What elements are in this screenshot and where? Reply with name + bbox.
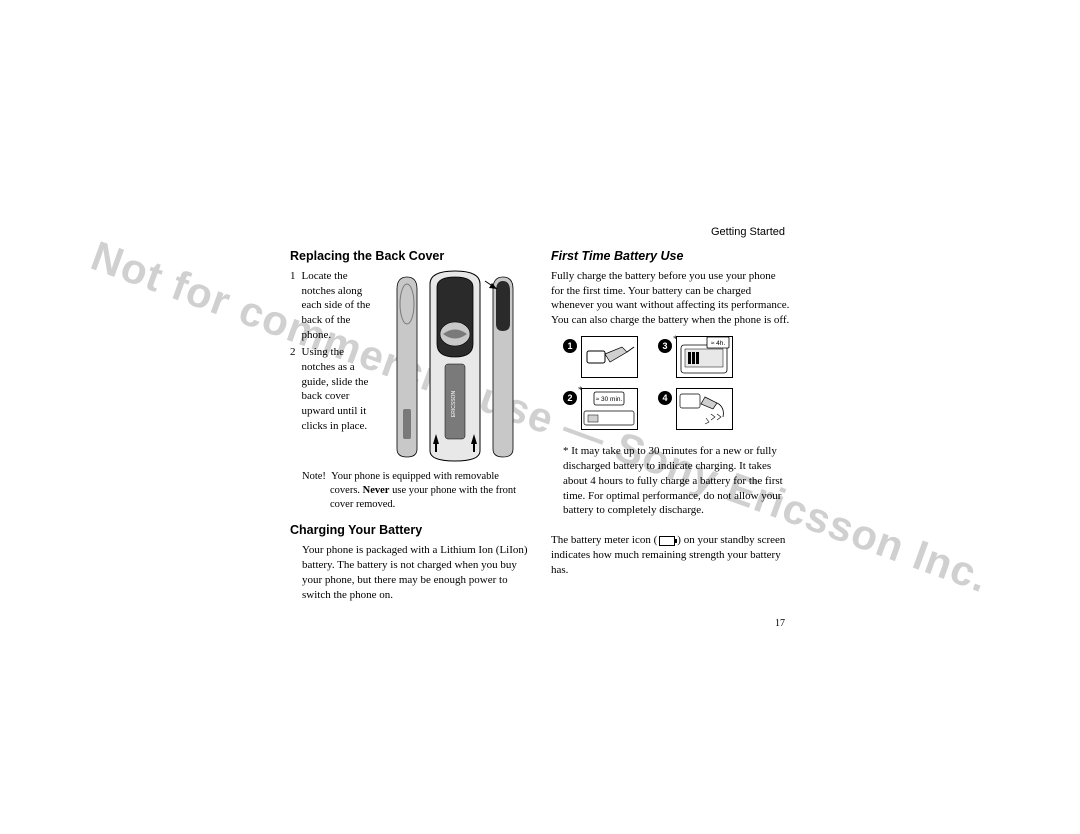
battery-meter-para: The battery meter icon () on your standb… [551, 533, 790, 578]
running-header: Getting Started [290, 225, 790, 240]
charger-plug-icon [582, 337, 637, 377]
diagram-step-4-number: 4 [658, 391, 672, 405]
replacing-block: 1 Locate the notches along each side of … [290, 269, 529, 464]
heading-charging-battery: Charging Your Battery [290, 522, 529, 539]
label-30min: ≈ 30 min. [596, 396, 623, 403]
step-1-text: Locate the notches along each side of th… [302, 269, 376, 343]
diagram-cell-1 [581, 336, 638, 378]
diagram-step-2-number: 2 [563, 391, 577, 405]
unplug-icon [677, 389, 732, 429]
left-column: Replacing the Back Cover 1 Locate the no… [290, 248, 529, 603]
phone-30min-icon: ≈ 30 min. [582, 389, 637, 429]
label-4h: ≈ 4h. [711, 340, 726, 347]
page-number: 17 [290, 617, 790, 631]
charging-diagram: 1 2 * ≈ 30 min. [563, 336, 743, 436]
meter-text-1: The battery meter icon ( [551, 534, 657, 546]
step-1-number: 1 [290, 269, 296, 343]
note-block: Note! Your phone is equipped with remova… [290, 470, 529, 513]
diagram-cell-3: ≈ 4h. [676, 336, 733, 378]
heading-replacing-back-cover: Replacing the Back Cover [290, 248, 529, 265]
manual-page: Getting Started Replacing the Back Cover… [290, 225, 790, 631]
battery-meter-icon [659, 536, 675, 546]
charging-body-text: Your phone is packaged with a Lithium Io… [290, 543, 529, 602]
diagram-step-1-number: 1 [563, 339, 577, 353]
two-column-layout: Replacing the Back Cover 1 Locate the no… [290, 248, 790, 603]
phone-4h-icon: ≈ 4h. [677, 337, 732, 377]
diagram-cell-4 [676, 388, 733, 430]
step-2-number: 2 [290, 345, 296, 434]
note-label: Note! [302, 471, 326, 482]
heading-first-time-battery: First Time Battery Use [551, 248, 790, 265]
step-1: 1 Locate the notches along each side of … [290, 269, 375, 343]
diagram-step-3-number: 3 [658, 339, 672, 353]
footnote-para: * It may take up to 30 minutes for a new… [551, 444, 790, 518]
phone-back-cover-svg: ERICSSON [385, 269, 525, 464]
replacing-steps-text: 1 Locate the notches along each side of … [290, 269, 375, 464]
note-bold-never: Never [363, 485, 390, 496]
step-2: 2 Using the notches as a guide, slide th… [290, 345, 375, 434]
phone-brand-label: ERICSSON [451, 390, 457, 417]
first-time-para: Fully charge the battery before you use … [551, 269, 790, 328]
diagram-cell-2: ≈ 30 min. [581, 388, 638, 430]
step-2-text: Using the notches as a guide, slide the … [302, 345, 376, 434]
right-column: First Time Battery Use Fully charge the … [551, 248, 790, 603]
phone-illustration: ERICSSON [385, 269, 525, 464]
